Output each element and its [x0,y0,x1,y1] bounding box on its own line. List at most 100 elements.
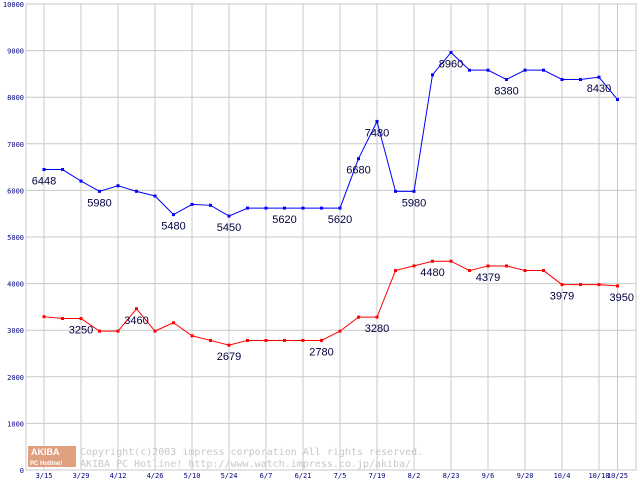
data-point [412,189,416,193]
logo-bottom-box [28,457,76,467]
data-point [264,206,268,210]
data-point [61,168,64,172]
data-point [449,50,453,54]
data-point [246,206,249,210]
y-tick-label: 1000 [7,420,24,428]
data-point [190,334,194,338]
y-tick-label: 10000 [3,1,24,9]
data-point [320,338,323,342]
data-point [227,343,231,347]
data-label: 3979 [550,291,574,303]
data-point [375,119,379,123]
data-point [357,315,360,319]
data-point [523,68,527,72]
x-tick-label: 5/10 [184,472,201,480]
series-line [43,260,618,346]
data-point [98,189,101,193]
x-tick-label: 8/2 [408,472,421,480]
data-point [153,329,157,333]
data-point [61,317,64,321]
data-point [468,269,471,273]
data-point [283,338,286,342]
data-label: 5620 [328,214,352,226]
data-point [616,98,619,102]
x-tick-label: 10/18 [588,472,609,480]
x-tick-label: 10/4 [554,472,571,480]
data-point [42,168,46,172]
data-point [468,68,471,72]
y-tick-label: 5000 [7,234,24,242]
data-point [542,269,545,273]
data-label: 5480 [161,221,185,233]
data-point [523,269,527,273]
data-point [172,321,175,325]
copyright-line: Copyright(c)2003 impress corporation All… [80,447,423,458]
gridlines [26,3,636,471]
series-line [44,51,618,217]
y-tick-label: 3000 [7,327,24,335]
data-label: 3250 [69,325,93,337]
data-label: 8430 [587,83,611,95]
x-tick-label: 8/23 [443,472,460,480]
y-tick-label: 4000 [7,281,24,289]
x-tick-label: 7/5 [334,472,347,480]
x-tick-label: 3/29 [73,472,90,480]
data-point [338,206,342,210]
data-point [505,264,508,268]
y-tick-label: 7000 [7,141,24,149]
y-tick-label: 6000 [7,187,24,195]
x-tick-label: 4/26 [147,472,164,480]
data-point [301,338,305,342]
x-tick-label: 6/21 [295,472,312,480]
data-label: 5450 [217,222,241,234]
data-label: 7480 [365,127,389,139]
x-tick-label: 7/19 [369,472,386,480]
data-point [579,283,582,287]
data-label: 3460 [124,315,148,327]
data-label: 3950 [610,292,634,304]
data-label: 3280 [365,323,389,335]
data-point [357,157,360,161]
data-point [597,75,601,79]
data-point [616,284,619,288]
x-tick-label: 9/6 [482,472,495,480]
data-point [209,203,212,207]
x-tick-label: 5/24 [221,472,238,480]
watermark: AKIBA PC Hotline! Copyright(c)2003 impre… [28,446,423,470]
y-tick-label: 8000 [7,94,24,102]
y-tick-label: 9000 [7,48,24,56]
data-point [79,317,83,321]
data-point [264,338,268,342]
data-label: 2679 [217,351,241,363]
y-tick-label: 2000 [7,374,24,382]
data-point [227,214,231,218]
x-tick-label: 4/12 [110,472,127,480]
data-point [116,329,120,333]
data-point [394,269,397,273]
data-label: 6680 [346,165,370,177]
data-point [560,283,564,287]
data-label: 6448 [32,176,56,188]
data-series [42,50,619,347]
data-point [338,329,342,333]
data-point [431,259,434,263]
y-axis-tick-labels: 0 1000 2000 3000 4000 5000 6000 7000 8000 9000 100… [3,1,24,475]
data-point [42,315,46,319]
logo-top-box [28,446,76,457]
logo-top-text: AKIBA [31,447,60,457]
data-point [135,307,138,311]
data-point [579,77,582,81]
x-tick-label: 6/7 [260,472,273,480]
site-url-line: AKIBA PC Hotline! http://www.watch.impre… [80,459,411,470]
data-point [172,213,175,217]
data-point [320,206,323,210]
data-point [135,189,138,193]
data-point [412,264,416,268]
logo-bottom-text: PC Hotline! [30,461,62,467]
y-tick-label: 0 [20,467,24,475]
x-tick-label: 9/20 [517,472,534,480]
data-point [597,283,601,287]
data-label: 8960 [439,58,463,70]
data-point [486,68,490,72]
data-point [209,338,212,342]
